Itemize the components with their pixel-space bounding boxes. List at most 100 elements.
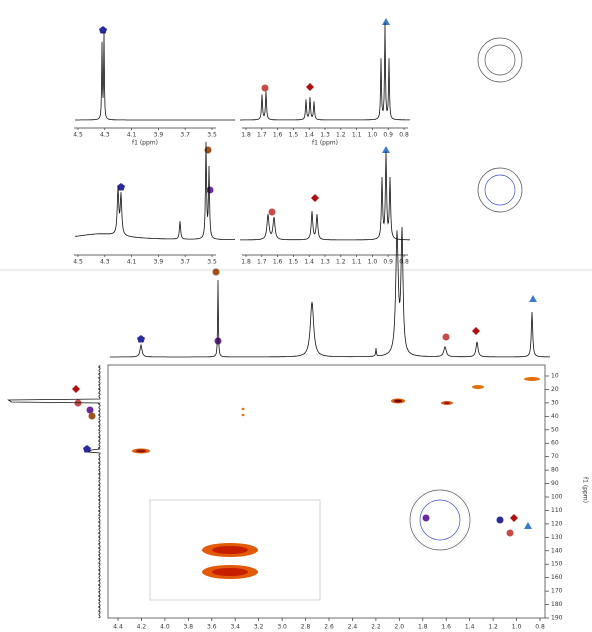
y-tick-label: 50: [551, 426, 559, 433]
spectrum: [240, 151, 410, 241]
marker: [472, 327, 480, 335]
marker: [88, 412, 96, 420]
x-tick-label: 2.2: [371, 624, 381, 631]
x-tick-label: 3.2: [254, 624, 264, 631]
marker: [506, 529, 514, 537]
axis-label: f1 (ppm): [312, 140, 338, 147]
y-tick-label: 190: [551, 615, 563, 622]
axis-label: f1 (ppm): [132, 140, 158, 147]
marker: [99, 26, 107, 34]
tick-label: 1.7: [257, 132, 267, 139]
projection: [7, 364, 101, 619]
y-tick-label: 130: [551, 534, 563, 541]
x-tick-label: 2.0: [395, 624, 405, 631]
tick-label: 4.3: [100, 259, 110, 266]
tick-label: 3.9: [154, 132, 164, 139]
tick-label: 0.9: [383, 132, 393, 139]
y-tick-label: 180: [551, 601, 563, 608]
y-tick-label: 170: [551, 588, 563, 595]
y-tick-label: 90: [551, 480, 559, 487]
tick-label: 3.5: [207, 132, 217, 139]
x-tick-label: 0.8: [535, 624, 545, 631]
x-tick-label: 4.0: [160, 624, 170, 631]
marker: [382, 146, 390, 153]
tick-label: 4.5: [73, 259, 83, 266]
spectrum: [110, 226, 550, 358]
y-tick-label: 60: [551, 440, 559, 447]
marker: [72, 385, 80, 393]
y-axis-label: f1 (ppm): [582, 477, 589, 503]
y-tick-label: 140: [551, 547, 563, 554]
tick-label: 1.2: [336, 132, 346, 139]
peak-markers: [72, 18, 537, 537]
y-tick-label: 20: [551, 386, 559, 393]
x-tick-label: 4.2: [137, 624, 147, 631]
plot-2d-frame: [107, 364, 546, 619]
tick-label: 4.5: [73, 132, 83, 139]
tick-label: 1.1: [352, 259, 362, 266]
marker: [382, 18, 390, 25]
marker: [214, 337, 222, 345]
spectrum: [75, 32, 235, 121]
x-tick-label: 3.8: [184, 624, 194, 631]
y-tick-label: 120: [551, 520, 563, 527]
tick-label: 0.9: [383, 259, 393, 266]
marker: [86, 406, 94, 414]
y-tick-label: 40: [551, 413, 559, 420]
tick-label: 4.3: [100, 132, 110, 139]
tick-label: 1.8: [241, 259, 251, 266]
x-tick-label: 1.2: [488, 624, 498, 631]
marker: [510, 514, 518, 522]
marker: [442, 333, 450, 341]
x-tick-label: 3.6: [207, 624, 217, 631]
marker: [83, 445, 91, 453]
marker: [137, 335, 145, 343]
x-tick-label: 1.0: [512, 624, 522, 631]
x-tick-label: 1.4: [465, 624, 475, 631]
tick-label: 1.7: [257, 259, 267, 266]
marker: [524, 522, 532, 529]
marker: [268, 208, 276, 216]
marker: [422, 514, 430, 522]
tick-label: 4.1: [127, 132, 137, 139]
x-tick-label: 4.4: [113, 624, 123, 631]
spectrum: [240, 23, 410, 121]
tick-label: 0.8: [399, 259, 409, 266]
marker: [496, 516, 504, 524]
tick-label: 3.7: [180, 132, 190, 139]
cross-peaks: [132, 377, 540, 454]
tick-label: 3.9: [154, 259, 164, 266]
inset: [149, 499, 321, 601]
x-tick-label: 2.8: [301, 624, 311, 631]
y-tick-label: 150: [551, 561, 563, 568]
tick-label: 1.1: [352, 132, 362, 139]
y-tick-label: 110: [551, 507, 563, 514]
tick-label: 1.2: [336, 259, 346, 266]
x-tick-label: 3.0: [277, 624, 287, 631]
marker: [206, 186, 214, 194]
tick-label: 1.3: [320, 132, 330, 139]
tick-label: 0.8: [399, 132, 409, 139]
spectrum: [75, 141, 235, 240]
marker: [306, 83, 314, 91]
marker: [529, 295, 537, 302]
y-tick-label: 100: [551, 494, 563, 501]
x-tick-label: 2.4: [348, 624, 358, 631]
y-tick-label: 30: [551, 399, 559, 406]
marker: [117, 183, 125, 191]
y-tick-label: 160: [551, 574, 563, 581]
y-tick-label: 10: [551, 373, 559, 380]
x-tick-label: 1.8: [418, 624, 428, 631]
molecule-icons: [409, 37, 523, 551]
tick-label: 1.3: [320, 259, 330, 266]
tick-label: 3.7: [180, 259, 190, 266]
marker: [261, 84, 269, 92]
tick-label: 1.4: [304, 259, 314, 266]
tick-label: 1.6: [273, 132, 283, 139]
marker: [212, 268, 220, 276]
tick-label: 1.0: [368, 259, 378, 266]
tick-label: 1.5: [289, 132, 299, 139]
tick-label: 3.5: [207, 259, 217, 266]
y-tick-label: 80: [551, 467, 559, 474]
